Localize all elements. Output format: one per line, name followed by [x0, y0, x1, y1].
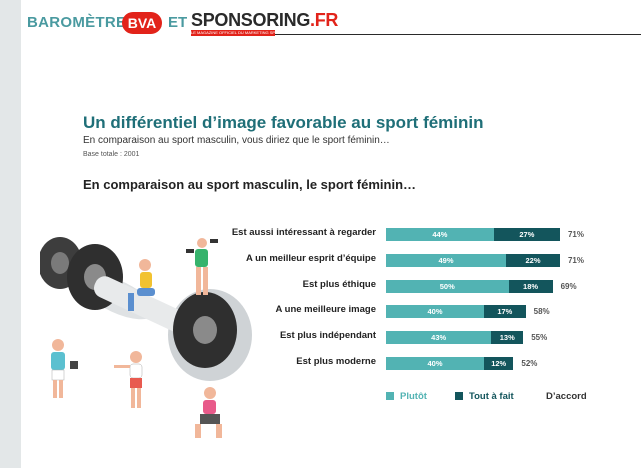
bar-plutot [386, 331, 492, 345]
bar-plutot [386, 357, 484, 370]
bar-tout-a-fait-value: 22% [525, 255, 541, 265]
bar-tout-a-fait-value: 13% [499, 333, 515, 343]
bar-tout-a-fait-value: 18% [523, 281, 539, 291]
figure-sitting-icon [128, 259, 155, 311]
legend-plutot-swatch [386, 392, 394, 400]
bar-row: 50% 18% [386, 279, 553, 293]
category-label: A une meilleure image [275, 304, 377, 316]
base-note: Base totale : 2001 [83, 151, 140, 158]
total-value: 71% [567, 255, 584, 265]
bar-plutot-value: 40% [427, 359, 443, 368]
legend-tout-a-fait-label: Tout à fait [469, 391, 514, 402]
bar-tout-a-fait-value: 12% [491, 359, 507, 368]
et-label: ET [168, 14, 188, 31]
left-sidebar-strip [0, 0, 21, 468]
bar-row: 49% 22% [386, 253, 560, 267]
category-label: Est plus éthique [302, 278, 376, 290]
bar-row: 40% 12% [386, 357, 514, 370]
bar-row: 40% 17% [386, 305, 526, 319]
total-value: 71% [567, 230, 584, 239]
bar-tout-a-fait [491, 331, 524, 345]
category-label: Est plus indépendant [279, 330, 376, 342]
bar-plutot [386, 305, 484, 319]
bar-tout-a-fait [484, 305, 526, 319]
bar-row: 44% 27% [386, 228, 560, 241]
category-label: A un meilleur esprit d’équipe [245, 252, 376, 264]
sponsoring-logo: SPONSORING.FR [191, 10, 338, 31]
total-value: 52% [521, 359, 538, 368]
category-label: Est aussi intéressant à regarder [231, 227, 376, 238]
bar-plutot [386, 279, 509, 293]
dumbbell-illustration [40, 237, 252, 438]
bar-plutot-value: 49% [438, 255, 454, 265]
legend-daccord: D’accord [546, 391, 587, 402]
total-value: 58% [533, 307, 550, 317]
bar-plutot-value: 50% [439, 281, 455, 291]
bar-plutot-value: 43% [431, 333, 447, 343]
total-value: 55% [531, 333, 548, 343]
page-title: Un différentiel d’image favorable au spo… [83, 113, 484, 132]
figure-man-dumbbell-icon [51, 339, 78, 398]
bar-row: 43% 13% [386, 331, 524, 345]
legend-plutot: Plutôt [386, 391, 427, 402]
bar-plutot [386, 228, 494, 241]
figure-standing-icon [186, 238, 218, 295]
header-divider [275, 34, 641, 35]
figure-woman-stretching-icon [114, 351, 143, 408]
bar-tout-a-fait-value: 27% [519, 230, 535, 239]
page-subtitle: En comparaison au sport masculin, vous d… [83, 135, 390, 146]
bar-tout-a-fait-value: 17% [497, 307, 513, 317]
header: BAROMÈTRE PAR BVA ET SPONSORING.FR LE MA… [21, 0, 642, 44]
total-value: 69% [560, 281, 577, 291]
bar-plutot-value: 44% [432, 230, 448, 239]
bar-tout-a-fait [493, 228, 560, 241]
bar-plutot-value: 40% [427, 307, 443, 317]
sponsoring-logo-text: SPONSORING [191, 10, 311, 30]
bar-tout-a-fait [508, 279, 553, 293]
dumbbell-icon [40, 237, 252, 381]
chart-question: En comparaison au sport masculin, le spo… [83, 177, 417, 192]
legend-plutot-label: Plutôt [400, 391, 427, 402]
category-label: Est plus moderne [296, 356, 376, 367]
figure-woman-squat-icon [195, 387, 222, 438]
sponsoring-logo-fr: .FR [310, 10, 339, 30]
legend-tout-a-fait: Tout à fait [455, 391, 514, 402]
sponsoring-tagline: LE MAGAZINE OFFICIEL DU MARKETING SPORTI… [191, 30, 275, 36]
bar-tout-a-fait [506, 253, 560, 267]
bva-logo: BVA [122, 12, 162, 34]
legend-tout-a-fait-swatch [455, 392, 463, 400]
bar-plutot [386, 253, 507, 267]
bar-tout-a-fait [484, 357, 514, 370]
